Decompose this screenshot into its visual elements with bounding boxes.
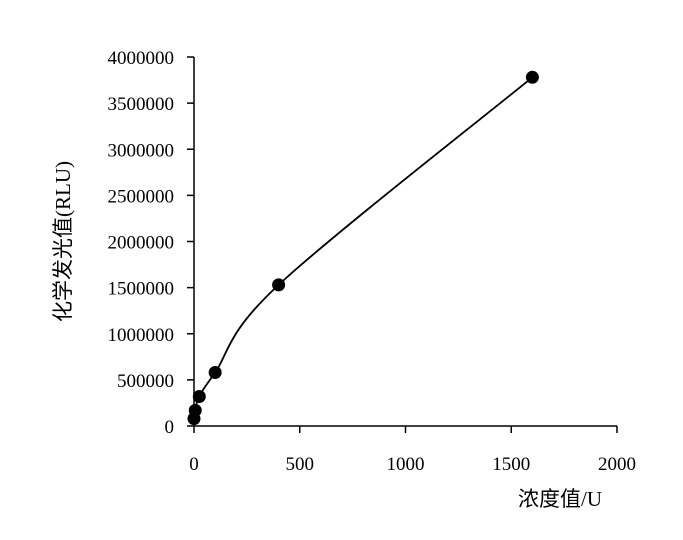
y-axis-title: 化学发光值(RLU) bbox=[51, 161, 75, 322]
y-tick-label: 500000 bbox=[117, 371, 174, 392]
x-axis-title: 浓度值/U bbox=[518, 487, 602, 511]
x-tick-label: 0 bbox=[189, 454, 199, 475]
y-tick-label: 4000000 bbox=[108, 48, 175, 69]
x-tick-label: 1500 bbox=[492, 454, 530, 475]
x-tick-label: 500 bbox=[286, 454, 315, 475]
y-tick-label: 3500000 bbox=[108, 94, 175, 115]
data-point bbox=[272, 278, 286, 292]
y-tick-label: 0 bbox=[165, 417, 175, 438]
x-tick-label: 2000 bbox=[598, 454, 636, 475]
y-tick-label: 1000000 bbox=[108, 325, 175, 346]
data-point bbox=[525, 70, 539, 84]
y-tick-label: 3000000 bbox=[108, 140, 175, 161]
fit-curve bbox=[193, 76, 533, 419]
data-point bbox=[192, 389, 206, 403]
y-tick-label: 2000000 bbox=[108, 233, 175, 254]
y-ticks: 0 500000 1000000 1500000 2000000 2500000 30000… bbox=[108, 48, 194, 438]
x-ticks: 0 500 1000 1500 2000 bbox=[189, 426, 636, 475]
y-tick-label: 2500000 bbox=[108, 186, 175, 207]
data-point bbox=[208, 365, 222, 379]
data-points bbox=[187, 70, 539, 426]
y-tick-label: 1500000 bbox=[108, 279, 175, 300]
data-point bbox=[188, 403, 202, 417]
x-tick-label: 1000 bbox=[387, 454, 425, 475]
